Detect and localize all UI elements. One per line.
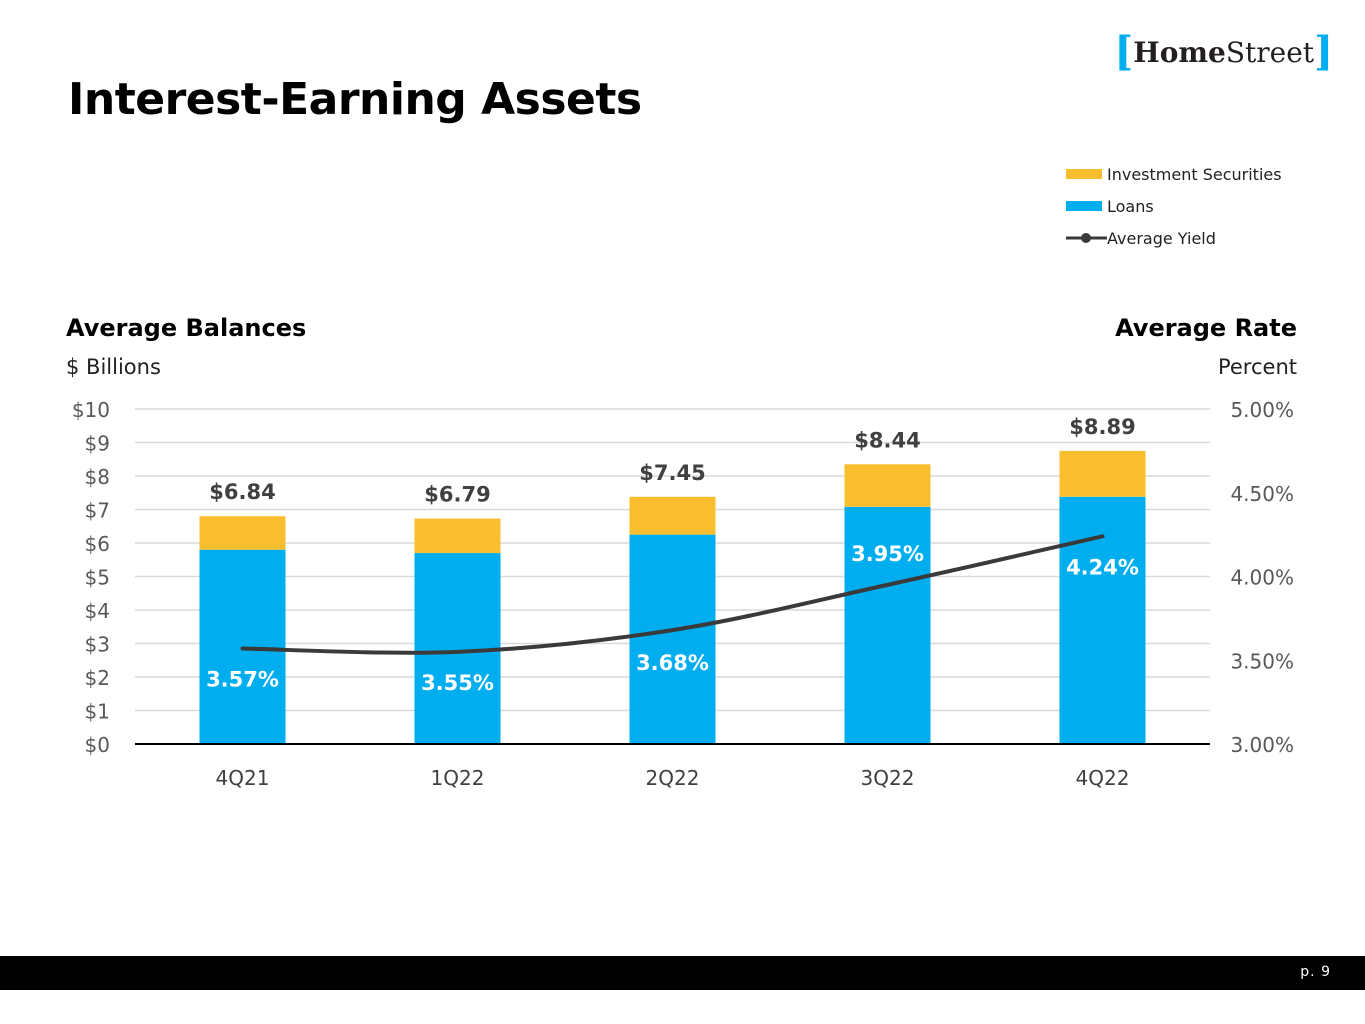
logo-right-bracket: ] xyxy=(1314,28,1333,75)
x-tick-label: 1Q22 xyxy=(431,766,485,790)
legend-item-loans: Loans xyxy=(1066,190,1282,222)
bar-total-label: $8.44 xyxy=(854,428,920,452)
legend-item-securities: Investment Securities xyxy=(1066,158,1282,190)
homestreet-logo: [ Home Street ] xyxy=(1114,30,1333,74)
legend-label-securities: Investment Securities xyxy=(1107,164,1282,184)
legend-label-yield: Average Yield xyxy=(1107,228,1216,248)
y2-tick-label: 4.00% xyxy=(1230,566,1294,590)
page-title: Interest-Earning Assets xyxy=(68,74,642,125)
bar-total-label: $7.45 xyxy=(639,461,705,485)
bar-total-label: $8.89 xyxy=(1069,415,1135,439)
footer-bar: p. 9 xyxy=(0,956,1365,990)
x-tick-label: 4Q22 xyxy=(1076,766,1130,790)
legend-swatch-loans xyxy=(1066,201,1102,211)
y-tick-label: $4 xyxy=(85,599,110,623)
y2-tick-label: 5.00% xyxy=(1230,398,1294,422)
y-tick-label: $2 xyxy=(85,666,110,690)
yield-data-label: 3.55% xyxy=(421,671,494,695)
x-tick-label: 2Q22 xyxy=(646,766,700,790)
legend-swatch-securities xyxy=(1066,169,1102,179)
y-tick-label: $9 xyxy=(85,432,110,456)
left-axis-heading: Average Balances xyxy=(66,314,307,342)
bar-securities xyxy=(1059,450,1146,497)
yield-data-label: 3.68% xyxy=(636,651,709,675)
right-axis-heading: Average Rate xyxy=(1115,314,1297,342)
y2-tick-label: 3.00% xyxy=(1230,733,1294,757)
bar-loans xyxy=(629,534,716,744)
logo-word-street: Street xyxy=(1225,35,1315,69)
bar-securities xyxy=(199,516,286,550)
bar-loans xyxy=(844,506,931,744)
stacked-bar-line-chart: $0 $1 $2 $3 $4 $5 $6 $7 $8 $9 $10 3.00% 3.50% 4.00% 4.… xyxy=(72,398,1294,790)
page-number: p. 9 xyxy=(1300,964,1331,980)
yield-data-label: 3.57% xyxy=(206,668,279,692)
bar-total-label: $6.84 xyxy=(209,480,275,504)
yield-data-label: 4.24% xyxy=(1066,555,1139,579)
bar-securities xyxy=(844,464,931,507)
y-tick-label: $5 xyxy=(85,566,110,590)
y2-tick-label: 4.50% xyxy=(1230,482,1294,506)
y-tick-label: $8 xyxy=(85,465,110,489)
right-axis-unit: Percent xyxy=(1217,355,1297,379)
y-tick-label: $0 xyxy=(85,733,110,757)
bar-securities xyxy=(629,496,716,535)
bar-securities xyxy=(414,518,501,554)
x-tick-label: 3Q22 xyxy=(861,766,915,790)
legend-label-loans: Loans xyxy=(1107,196,1154,216)
average-yield-line xyxy=(240,534,1105,655)
logo-word-home: Home xyxy=(1133,35,1226,69)
legend-swatch-yield xyxy=(1066,233,1107,243)
y2-tick-label: 3.50% xyxy=(1230,649,1294,673)
y-tick-label: $10 xyxy=(72,398,110,422)
bar-total-label: $6.79 xyxy=(424,483,490,507)
x-tick-label: 4Q21 xyxy=(216,766,270,790)
y-tick-label: $7 xyxy=(85,499,110,523)
y-tick-label: $1 xyxy=(85,700,110,724)
left-axis-unit: $ Billions xyxy=(66,355,161,379)
y-tick-label: $3 xyxy=(85,633,110,657)
bar-loans xyxy=(1059,496,1146,744)
legend-item-yield: Average Yield xyxy=(1066,222,1282,254)
logo-left-bracket: [ xyxy=(1114,28,1134,75)
y-tick-label: $6 xyxy=(85,532,110,556)
chart-legend: Investment Securities Loans Average Yiel… xyxy=(1066,158,1282,254)
yield-data-label: 3.95% xyxy=(851,542,924,566)
